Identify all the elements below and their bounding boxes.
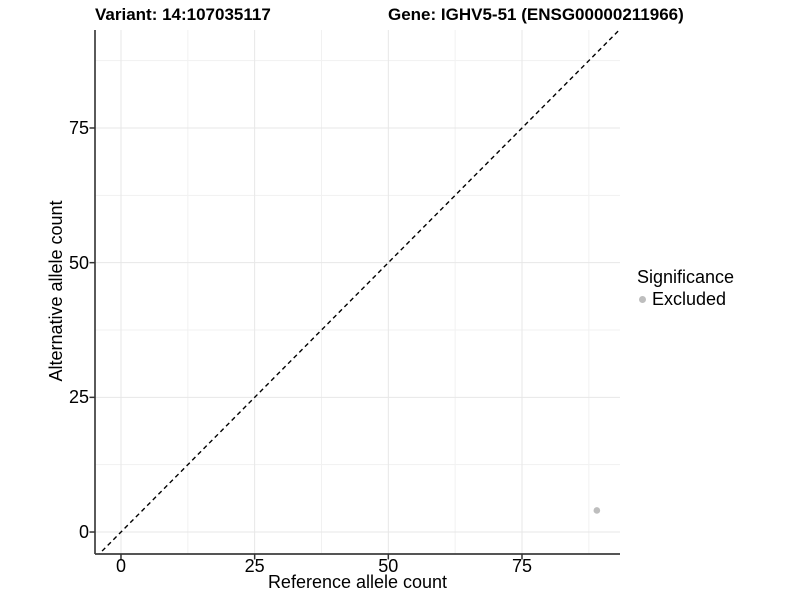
legend-item-excluded: Excluded [637,289,734,310]
x-axis-tick-label: 0 [115,556,126,576]
x-axis-tick-label: 75 [511,556,532,576]
variant-title: Variant: 14:107035117 [95,5,271,24]
excluded-point-icon [639,296,646,303]
y-axis-tick-label: 0 [78,522,89,543]
legend: Significance Excluded [637,267,734,310]
y-axis-tick-label: 75 [68,117,89,138]
legend-item-label: Excluded [652,289,727,309]
data-point [593,507,601,514]
y-axis-tick-label: 25 [68,387,89,408]
x-axis-tick-label: 25 [244,556,265,576]
legend-title: Significance [637,267,735,287]
gene-title: Gene: IGHV5-51 (ENSG00000211966) [388,5,684,24]
y-axis-title: Alternative allele count [46,200,66,382]
x-axis-tick-label: 50 [378,556,399,576]
identity-dashed-line [98,30,620,554]
x-axis-title: Reference allele count [267,572,448,592]
y-axis-tick-label: 50 [68,252,89,273]
